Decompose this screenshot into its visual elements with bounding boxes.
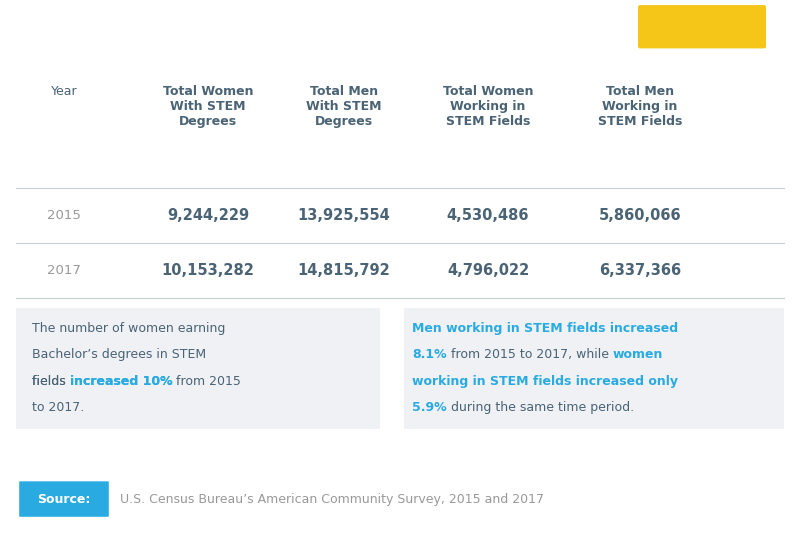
FancyBboxPatch shape xyxy=(404,308,784,429)
Text: fields: fields xyxy=(32,375,70,388)
Text: to 2017.: to 2017. xyxy=(32,401,84,414)
Text: Total Women
Working in
STEM Fields: Total Women Working in STEM Fields xyxy=(442,85,534,128)
Text: Total Women
With STEM
Degrees: Total Women With STEM Degrees xyxy=(162,85,254,128)
Text: from 2015 to 2017, while: from 2015 to 2017, while xyxy=(446,348,613,361)
Text: women: women xyxy=(613,348,663,361)
Text: The number of women earning: The number of women earning xyxy=(32,322,226,335)
Text: during the same time period.: during the same time period. xyxy=(446,401,634,414)
Text: Total Men
With STEM
Degrees: Total Men With STEM Degrees xyxy=(306,85,382,128)
Text: Bachelor’s degrees in STEM: Bachelor’s degrees in STEM xyxy=(32,348,206,361)
Text: 6,337,366: 6,337,366 xyxy=(599,263,681,278)
Text: working in STEM fields increased only: working in STEM fields increased only xyxy=(412,375,678,388)
Text: 4,796,022: 4,796,022 xyxy=(447,263,529,278)
Text: Total Men
Working in
STEM Fields: Total Men Working in STEM Fields xyxy=(598,85,682,128)
FancyBboxPatch shape xyxy=(638,5,766,49)
Text: 9,244,229: 9,244,229 xyxy=(167,208,249,223)
FancyBboxPatch shape xyxy=(16,308,380,429)
Text: 2017: 2017 xyxy=(47,264,81,277)
Text: 8.1%: 8.1% xyxy=(412,348,446,361)
Text: Source:: Source: xyxy=(38,492,90,506)
FancyBboxPatch shape xyxy=(19,482,109,517)
Text: Year: Year xyxy=(50,85,78,98)
Text: 5.9%: 5.9% xyxy=(412,401,446,414)
Text: 4,530,486: 4,530,486 xyxy=(446,208,530,223)
Text: 10,153,282: 10,153,282 xyxy=(162,263,254,278)
Text: 14,815,792: 14,815,792 xyxy=(298,263,390,278)
Text: U.S. Census Bureau’s American Community Survey, 2015 and 2017: U.S. Census Bureau’s American Community … xyxy=(120,492,544,506)
Text: 2015: 2015 xyxy=(47,209,81,222)
Text: 13,925,554: 13,925,554 xyxy=(298,208,390,223)
Text: increased 10%: increased 10% xyxy=(70,375,172,388)
Text: increased 10%: increased 10% xyxy=(70,375,172,388)
Text: fields: fields xyxy=(32,375,70,388)
Text: Men working in STEM fields increased: Men working in STEM fields increased xyxy=(412,322,678,335)
Text: 5,860,066: 5,860,066 xyxy=(598,208,682,223)
Text: from 2015: from 2015 xyxy=(172,375,242,388)
